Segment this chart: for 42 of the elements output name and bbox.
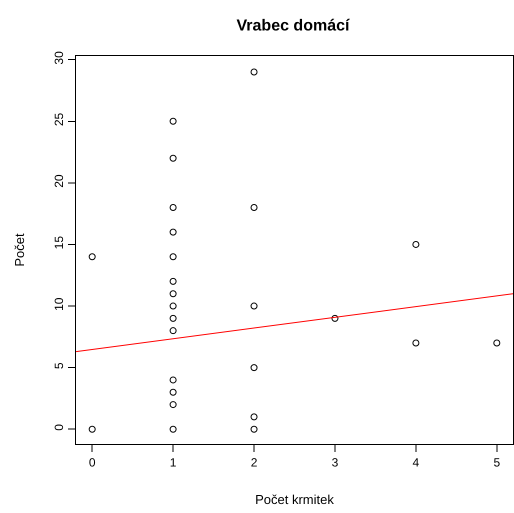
point [250, 426, 258, 433]
y-axis-title: Počet [12, 232, 28, 267]
x-axis-title: Počet krmitek [255, 492, 334, 507]
point [170, 388, 177, 396]
point [170, 302, 177, 310]
point [170, 154, 177, 162]
x-tick-label: 1 [170, 455, 177, 470]
point [170, 290, 177, 298]
point [170, 426, 177, 433]
point [170, 401, 177, 408]
point [250, 68, 258, 76]
x-tick-label: 3 [332, 455, 339, 470]
point [170, 278, 177, 285]
y-tick-label: 10 [52, 297, 66, 311]
point [493, 340, 500, 346]
point [170, 376, 177, 384]
point [250, 302, 258, 310]
point [412, 340, 420, 346]
point [331, 314, 338, 322]
point [88, 426, 96, 433]
x-tick-label: 4 [412, 455, 420, 470]
y-tick-label: 5 [52, 362, 66, 370]
y-tick-label: 25 [52, 112, 66, 126]
chart-title: Vrabec domácí [236, 18, 350, 35]
point [170, 327, 177, 334]
point [250, 364, 258, 372]
x-tick-label: 2 [250, 455, 258, 470]
point [250, 413, 258, 420]
point [88, 253, 96, 260]
point [250, 204, 258, 211]
x-tick-label: 0 [88, 455, 96, 470]
y-tick-label: 30 [52, 50, 66, 65]
point [170, 118, 177, 125]
point [170, 204, 177, 211]
point [170, 228, 177, 236]
x-tick-label: 5 [493, 455, 500, 470]
y-tick-label: 20 [52, 174, 66, 188]
point [170, 253, 177, 260]
y-tick-label: 15 [52, 236, 66, 250]
y-tick-label: 0 [52, 424, 66, 431]
point [412, 240, 420, 248]
point [170, 314, 177, 322]
